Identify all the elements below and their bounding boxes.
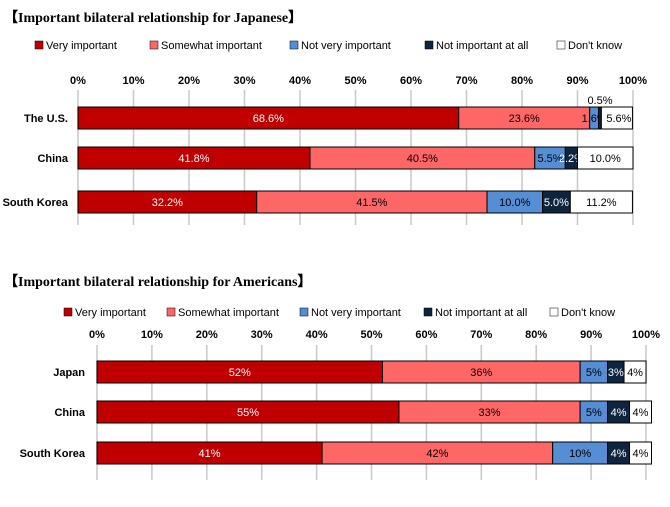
data-label: 10.0% — [590, 153, 621, 165]
x-tick-label: 40% — [306, 329, 328, 341]
data-label: 4% — [633, 448, 649, 460]
x-tick-label: 90% — [566, 75, 588, 87]
legend-swatch — [556, 40, 566, 50]
legend-label: Very important — [75, 307, 146, 319]
x-tick-label: 100% — [619, 75, 647, 87]
legend-swatch — [149, 40, 159, 50]
data-label: 11.2% — [586, 197, 617, 209]
bar-segment — [629, 400, 652, 424]
category-label: South Korea — [20, 448, 86, 460]
data-label: 5.6% — [606, 113, 631, 125]
x-tick-label: 10% — [122, 75, 144, 87]
x-tick-label: 100% — [632, 329, 660, 341]
chart-title: 【Important bilateral relationship for Am… — [4, 274, 311, 290]
x-tick-label: 30% — [251, 329, 273, 341]
data-label: 40.5% — [407, 153, 438, 165]
data-label: 41.5% — [356, 197, 387, 209]
legend-swatch — [549, 307, 559, 317]
legend-label: Not very important — [311, 307, 401, 319]
x-tick-label: 50% — [360, 329, 382, 341]
data-label: 4% — [627, 367, 643, 379]
x-tick-label: 10% — [141, 329, 163, 341]
legend-label: Very important — [46, 40, 117, 52]
legend-swatch — [166, 307, 176, 317]
data-label: 42% — [426, 448, 448, 460]
data-label: 5.0% — [544, 197, 569, 209]
x-tick-label: 70% — [455, 75, 477, 87]
legend-label: Not important at all — [435, 307, 527, 319]
bar-segment — [577, 146, 634, 170]
legend-label: Don't know — [561, 307, 615, 319]
x-tick-label: 60% — [400, 75, 422, 87]
data-label: 52% — [229, 367, 251, 379]
legend-label: Somewhat important — [161, 40, 262, 52]
data-label: 41% — [199, 448, 221, 460]
data-label: 5.5% — [537, 153, 562, 165]
legend-label: Not very important — [301, 40, 391, 52]
legend-swatch — [289, 40, 299, 50]
data-label: 3% — [608, 367, 624, 379]
legend-label: Don't know — [568, 40, 622, 52]
legend-swatch — [424, 40, 434, 50]
x-tick-label: 50% — [344, 75, 366, 87]
data-label: 5% — [586, 407, 602, 419]
data-label: 4% — [611, 448, 627, 460]
data-label: 68.6% — [253, 113, 284, 125]
bar-segment — [629, 441, 652, 465]
x-tick-label: 90% — [580, 329, 602, 341]
x-tick-label: 30% — [233, 75, 255, 87]
x-tick-label: 80% — [511, 75, 533, 87]
x-tick-label: 20% — [178, 75, 200, 87]
data-label: 36% — [470, 367, 492, 379]
category-label: China — [37, 153, 68, 165]
data-label: 41.8% — [178, 153, 209, 165]
legend-swatch — [63, 307, 73, 317]
x-tick-label: 20% — [196, 329, 218, 341]
chart-title: 【Important bilateral relationship for Ja… — [4, 10, 302, 26]
data-label: 10.0% — [499, 197, 530, 209]
category-label: Japan — [53, 367, 85, 379]
x-tick-label: 80% — [525, 329, 547, 341]
x-tick-label: 60% — [415, 329, 437, 341]
data-label: 33% — [479, 407, 501, 419]
x-tick-label: 70% — [470, 329, 492, 341]
category-label: The U.S. — [24, 113, 68, 125]
x-tick-label: 0% — [89, 329, 105, 341]
data-label: 0.5% — [587, 95, 612, 107]
data-label: 23.6% — [509, 113, 540, 125]
data-label: 5% — [586, 367, 602, 379]
x-tick-label: 0% — [70, 75, 86, 87]
bar-segment — [569, 190, 633, 214]
legend-swatch — [423, 307, 433, 317]
category-label: China — [54, 407, 85, 419]
legend-label: Somewhat important — [178, 307, 279, 319]
bar-segment — [623, 360, 647, 384]
bar-segment — [600, 106, 633, 130]
legend-label: Not important at all — [436, 40, 528, 52]
legend-swatch — [34, 40, 44, 50]
data-label: 4% — [611, 407, 627, 419]
category-label: South Korea — [3, 197, 69, 209]
legend-swatch — [299, 307, 309, 317]
data-label: 10% — [569, 448, 591, 460]
data-label: 4% — [633, 407, 649, 419]
x-tick-label: 40% — [289, 75, 311, 87]
data-label: 55% — [237, 407, 259, 419]
data-label: 32.2% — [152, 197, 183, 209]
